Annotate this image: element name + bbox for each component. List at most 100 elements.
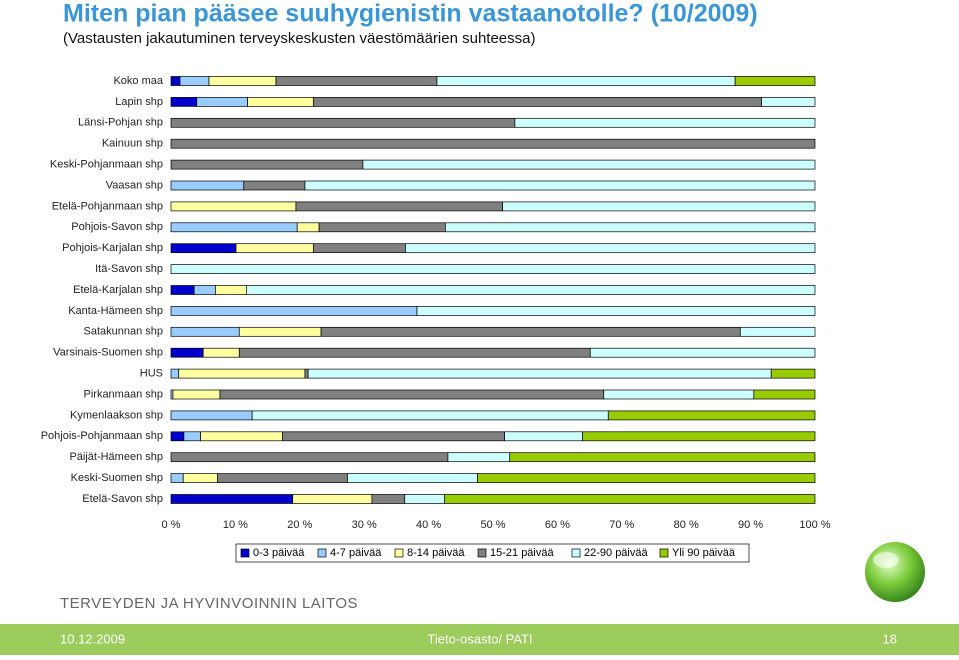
category-label: Varsinais-Suomen shp: [53, 347, 163, 359]
legend-label: Yli 90 päivää: [672, 547, 736, 559]
bar-segment: [235, 243, 314, 254]
bar-segment: [170, 76, 181, 86]
bar-segment: [509, 452, 816, 463]
bar-segment: [589, 347, 816, 358]
legend-label: 0-3 päivää: [253, 547, 305, 559]
bar-segment: [251, 410, 609, 421]
category-label: Lapin shp: [115, 96, 163, 108]
x-tick-label: 0 %: [162, 519, 181, 531]
bar-segment: [416, 306, 816, 316]
footer-date: 10.12.2009: [60, 631, 125, 646]
bar-segment: [582, 431, 816, 442]
org-name: TERVEYDEN JA HYVINVOINNIN LAITOS: [60, 595, 358, 612]
bar-segment: [739, 326, 816, 337]
bar-segment: [304, 368, 309, 379]
footer-page: 18: [883, 631, 897, 646]
bar-segment: [170, 138, 816, 149]
category-label: Päijät-Hämeen shp: [69, 451, 163, 463]
bar-segment: [170, 431, 185, 442]
bar-segment: [217, 473, 348, 483]
bar-segment: [275, 76, 438, 86]
x-tick-label: 60 %: [545, 519, 570, 531]
legend-label: 8-14 päivää: [407, 547, 465, 559]
bar-segment: [170, 326, 240, 337]
category-label: Kanta-Hämeen shp: [68, 305, 163, 317]
bar-segment: [514, 117, 816, 128]
bar-segment: [734, 76, 816, 86]
bar-segment: [170, 368, 180, 379]
bar-segment: [603, 389, 755, 400]
legend-swatch: [240, 548, 250, 558]
bar-segment: [405, 243, 816, 254]
bar-segment: [304, 180, 816, 191]
x-tick-label: 90 %: [738, 519, 763, 531]
category-label: Etelä-Pohjanmaan shp: [52, 200, 163, 212]
bar-segment: [170, 180, 245, 191]
legend-swatch: [571, 548, 581, 558]
bar-segment: [282, 431, 505, 442]
bar-segment: [208, 76, 277, 86]
bar-segment: [170, 159, 364, 170]
category-label: Koko maa: [113, 75, 163, 87]
bar-segment: [238, 347, 591, 358]
x-tick-label: 100 %: [799, 519, 830, 531]
category-label: HUS: [140, 368, 163, 380]
bar-segment: [170, 347, 204, 358]
bar-segment: [292, 494, 373, 504]
category-label: Itä-Savon shp: [95, 263, 163, 275]
bar-segment: [477, 473, 816, 483]
title: Miten pian pääsee suuhygienistin vastaan…: [63, 0, 758, 28]
bar-segment: [193, 285, 216, 295]
bar-segment: [362, 159, 816, 170]
x-tick-label: 30 %: [352, 519, 377, 531]
bar-segment: [761, 97, 816, 107]
bar-segment: [444, 222, 816, 233]
bar-segment: [247, 97, 314, 107]
legend-swatch: [394, 548, 404, 558]
bar-segment: [444, 494, 816, 504]
category-label: Länsi-Pohjan shp: [78, 117, 163, 129]
bar-segment: [170, 243, 237, 254]
bar-segment: [170, 117, 516, 128]
legend-label: 4-7 päivää: [330, 547, 382, 559]
category-label: Keski-Suomen shp: [71, 472, 163, 484]
bar-segment: [200, 431, 283, 442]
bar-segment: [312, 243, 406, 254]
x-tick-label: 80 %: [674, 519, 699, 531]
bar-segment: [215, 285, 247, 295]
bar-segment: [170, 222, 298, 233]
footer-center: Tieto-osasto/ PATI: [427, 631, 532, 646]
bar-segment: [202, 347, 240, 358]
bar-segment: [607, 410, 816, 421]
footer-band: [0, 624, 959, 655]
x-tick-label: 70 %: [609, 519, 634, 531]
bar-segment: [170, 473, 184, 483]
bar-segment: [404, 494, 446, 504]
legend-label: 15-21 päivää: [490, 547, 554, 559]
bar-segment: [170, 264, 816, 274]
bar-segment: [753, 389, 816, 400]
bar-segment: [170, 97, 198, 107]
category-label: Pohjois-Pohjanmaan shp: [41, 430, 163, 442]
legend-swatch: [477, 548, 487, 558]
bar-segment: [307, 368, 772, 379]
bar-segment: [436, 76, 736, 86]
x-tick-label: 40 %: [416, 519, 441, 531]
bar-segment: [170, 494, 294, 504]
category-label: Vaasan shp: [106, 179, 163, 191]
bar-segment: [347, 473, 478, 483]
legend-swatch: [659, 548, 669, 558]
x-tick-label: 10 %: [223, 519, 248, 531]
bar-segment: [172, 389, 221, 400]
bar-segment: [245, 285, 816, 295]
bar-segment: [170, 285, 195, 295]
category-label: Pohjois-Savon shp: [71, 221, 163, 233]
category-label: Kainuun shp: [102, 138, 163, 150]
category-label: Pirkanmaan shp: [84, 388, 164, 400]
category-label: Satakunnan shp: [83, 326, 163, 338]
bar-segment: [170, 452, 449, 463]
category-label: Pohjois-Karjalan shp: [62, 242, 163, 254]
legend-swatch: [317, 548, 327, 558]
bar-segment: [238, 326, 322, 337]
